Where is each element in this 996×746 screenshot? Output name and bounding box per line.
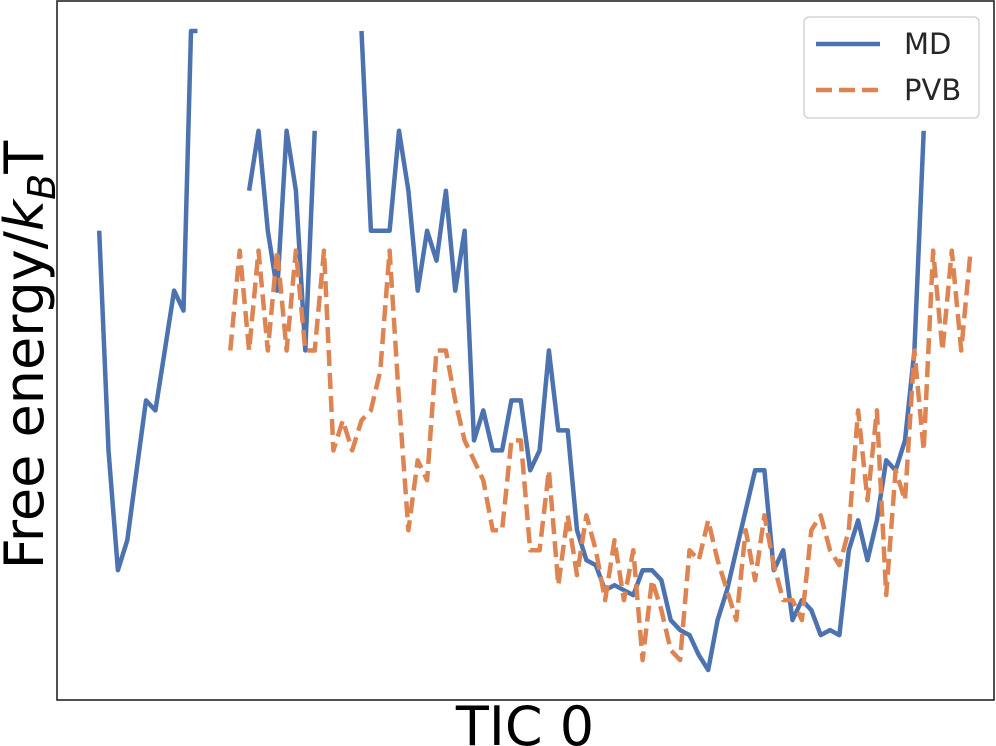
series-line-md-2 [359,30,926,673]
series-line-md-1 [246,128,317,353]
y-axis-label: Free energy/kBT [0,140,64,569]
legend: MD PVB [803,16,980,119]
y-axis-label-text: Free energy/ [0,230,56,569]
x-axis-label: TIC 0 [455,695,594,746]
y-axis-label-symbol: k [0,197,56,231]
axes-frame [56,0,995,701]
legend-label-pvb: PVB [904,73,961,107]
series-line-md-0 [96,28,198,573]
plot-area [96,28,973,673]
series-line-pvb-0 [228,248,973,663]
y-axis-label-subscript: B [20,174,64,200]
y-axis-label-suffix: T [0,140,56,175]
legend-label-md: MD [904,27,951,61]
